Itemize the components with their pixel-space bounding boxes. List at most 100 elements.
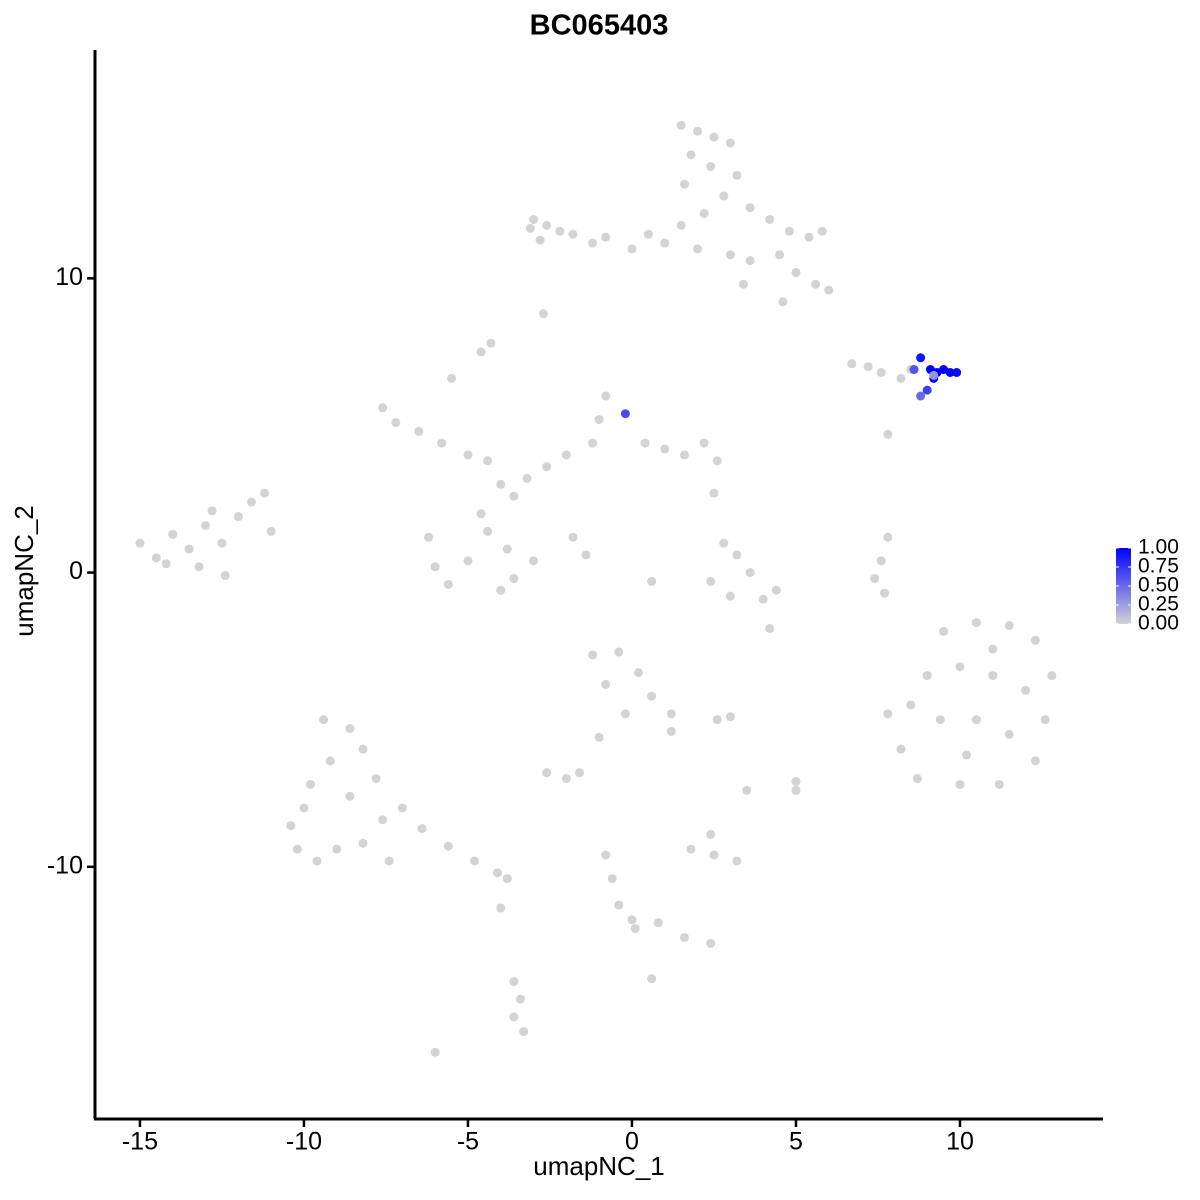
cell-point <box>581 550 591 560</box>
cell-point <box>1030 756 1040 766</box>
cell-point <box>643 229 653 239</box>
cell-point <box>883 532 893 542</box>
cell-point <box>1040 715 1050 725</box>
cell-point <box>745 203 755 213</box>
cell-point <box>555 226 565 236</box>
cell-point <box>306 779 316 789</box>
cell-point <box>483 526 493 536</box>
cell-point <box>561 450 571 460</box>
x-tick-label: -15 <box>122 1128 158 1156</box>
cell-point <box>312 856 322 866</box>
cell-point <box>437 438 447 448</box>
x-tick-label: -5 <box>457 1128 479 1156</box>
cell-point <box>509 977 519 987</box>
cell-point <box>712 456 722 466</box>
cell-point <box>745 256 755 266</box>
cell-point <box>971 618 981 628</box>
x-axis-label: umapNC_1 <box>533 1151 665 1181</box>
cell-point <box>1021 685 1031 695</box>
cell-point <box>496 585 506 595</box>
cell-point <box>738 279 748 289</box>
color-bar <box>1116 548 1131 624</box>
cell-point <box>906 700 916 710</box>
cell-point <box>962 750 972 760</box>
x-tick-label: 5 <box>789 1128 803 1156</box>
cell-point <box>463 450 473 460</box>
cell-point <box>542 220 552 230</box>
cell-point <box>601 850 611 860</box>
cell-point <box>614 900 624 910</box>
cell-point <box>292 844 302 854</box>
cell-point <box>588 650 598 660</box>
cell-point <box>676 120 686 130</box>
y-axis-label: umapNC_2 <box>9 505 39 637</box>
cell-point <box>220 571 230 581</box>
cell-point <box>791 776 801 786</box>
cell-point <box>791 267 801 277</box>
cell-point <box>758 594 768 604</box>
cell-point <box>939 626 949 636</box>
cell-point <box>391 418 401 428</box>
cell-point <box>922 385 932 395</box>
cell-point <box>916 391 926 401</box>
cell-point <box>880 588 890 598</box>
cell-point <box>909 365 919 375</box>
cell-point <box>542 462 552 472</box>
cell-point <box>709 488 719 498</box>
cell-point <box>483 456 493 466</box>
cell-point <box>876 367 886 377</box>
cell-point <box>666 726 676 736</box>
cell-point <box>883 429 893 439</box>
cell-point <box>686 150 696 160</box>
cell-point <box>679 450 689 460</box>
cell-point <box>588 238 598 248</box>
cell-point <box>679 932 689 942</box>
cell-point <box>522 473 532 483</box>
chart-title: BC065403 <box>530 10 669 42</box>
cell-point <box>476 347 486 357</box>
cell-point <box>817 226 827 236</box>
x-tick-label: 10 <box>946 1128 974 1156</box>
cell-point <box>634 668 644 678</box>
cell-point <box>502 544 512 554</box>
cell-point <box>686 844 696 854</box>
cell-point <box>266 526 276 536</box>
cell-point <box>725 250 735 260</box>
cell-point <box>955 662 965 672</box>
cell-point <box>660 444 670 454</box>
cell-point <box>194 562 204 572</box>
cell-point <box>325 756 335 766</box>
cell-point <box>607 874 617 884</box>
cell-point <box>706 162 716 172</box>
cell-point <box>896 744 906 754</box>
cell-point <box>614 647 624 657</box>
cell-point <box>706 938 716 948</box>
cell-point <box>358 744 368 754</box>
cell-point <box>519 1027 529 1037</box>
cell-point <box>509 491 519 501</box>
cell-point <box>896 373 906 383</box>
cell-point <box>486 338 496 348</box>
y-tick-label: 10 <box>55 263 83 291</box>
cell-point <box>509 573 519 583</box>
cell-point <box>647 576 657 586</box>
cell-point <box>233 512 243 522</box>
cell-point <box>332 844 342 854</box>
cell-point <box>463 556 473 566</box>
cell-point <box>627 244 637 254</box>
color-bar-label: 1.00 <box>1138 536 1179 559</box>
cell-point <box>601 232 611 242</box>
cell-point <box>916 353 926 363</box>
cell-point <box>319 715 329 725</box>
cell-point <box>414 426 424 436</box>
y-tick-label: 0 <box>69 557 83 585</box>
cell-point <box>935 715 945 725</box>
cell-point <box>1004 729 1014 739</box>
cell-point <box>994 779 1004 789</box>
cell-point <box>574 768 584 778</box>
cell-point <box>161 559 171 569</box>
color-bar-label: 0.50 <box>1138 574 1179 597</box>
cell-point <box>709 132 719 142</box>
cell-point <box>135 538 145 548</box>
